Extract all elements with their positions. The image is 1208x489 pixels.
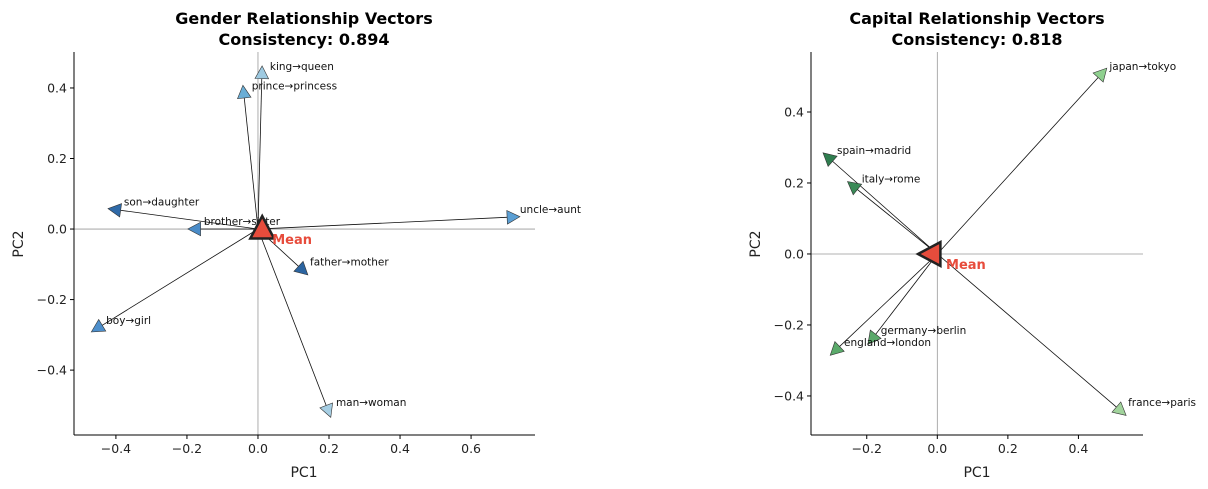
x-tick-label: 0.0 <box>248 441 268 456</box>
y-tick-label: −0.2 <box>774 317 804 332</box>
vector-arrowhead <box>829 341 845 356</box>
vector-arrowhead <box>847 181 863 196</box>
x-axis-label: PC1 <box>290 465 317 481</box>
vector-arrowhead <box>1092 67 1108 83</box>
y-axis-label: PC2 <box>11 230 27 257</box>
x-axis-label: PC1 <box>963 465 990 481</box>
mean-label: Mean <box>946 258 986 273</box>
gender-chart: Gender Relationship Vectors Consistency:… <box>11 9 581 481</box>
vector-arrowhead <box>293 260 309 276</box>
x-tick-label: −0.2 <box>852 441 882 456</box>
y-axis-label: PC2 <box>748 230 764 257</box>
vector-line <box>835 253 938 351</box>
chart-subtitle: Consistency: 0.894 <box>218 30 389 49</box>
y-tick-label: 0.0 <box>784 246 804 261</box>
vector-line <box>828 157 938 255</box>
y-tick-label: −0.4 <box>37 363 67 378</box>
vector-arrowhead <box>867 329 882 345</box>
vector-label: boy→girl <box>106 315 151 327</box>
vector-label: father→mother <box>310 257 389 269</box>
vector-arrowhead <box>1111 401 1127 416</box>
mean-arrowhead <box>248 213 277 240</box>
vector-arrowhead <box>107 203 122 218</box>
vector-label: japan→tokyo <box>1108 61 1176 73</box>
chart-subtitle: Consistency: 0.818 <box>891 30 1062 49</box>
y-tick-label: 0.4 <box>784 104 804 119</box>
vector-label: italy→rome <box>862 174 921 186</box>
vector-label: man→woman <box>336 397 406 409</box>
vector-line <box>257 228 329 411</box>
vector-line <box>937 73 1102 255</box>
vector-arrowhead <box>319 402 333 418</box>
chart-title: Gender Relationship Vectors <box>175 9 432 28</box>
vector-arrowhead <box>90 318 107 333</box>
x-tick-label: 0.4 <box>390 441 410 456</box>
y-tick-label: 0.0 <box>47 222 67 237</box>
vector-line <box>853 186 938 255</box>
y-tick-label: 0.2 <box>784 175 804 190</box>
y-tick-label: −0.2 <box>37 292 67 307</box>
y-tick-label: 0.4 <box>47 80 67 95</box>
vector-label: england→london <box>844 337 931 349</box>
mean-label: Mean <box>272 233 312 248</box>
x-tick-label: −0.2 <box>172 441 202 456</box>
vector-arrowhead <box>506 210 521 225</box>
y-tick-label: 0.2 <box>47 151 67 166</box>
mean-arrowhead <box>915 240 942 268</box>
vector-label: brother→sister <box>204 216 281 228</box>
vector-line <box>937 253 1121 411</box>
vector-line <box>115 209 259 230</box>
vector-arrowhead <box>187 221 201 237</box>
vector-label: france→paris <box>1128 397 1196 409</box>
vector-label: spain→madrid <box>837 145 911 157</box>
x-tick-label: −0.4 <box>101 441 131 456</box>
vector-label: uncle→aunt <box>520 204 581 216</box>
vector-arrowhead <box>822 152 838 167</box>
vector-label: king→queen <box>270 61 334 73</box>
vector-arrowhead <box>237 84 252 100</box>
vector-line <box>257 216 512 230</box>
vector-line <box>257 73 263 230</box>
vector-label: son→daughter <box>124 197 200 209</box>
vector-line <box>872 253 938 339</box>
x-tick-label: 0.2 <box>319 441 339 456</box>
x-tick-label: 0.0 <box>927 441 947 456</box>
vector-arrowhead <box>254 65 270 80</box>
y-tick-label: −0.4 <box>774 388 804 403</box>
x-tick-label: 0.2 <box>998 441 1018 456</box>
vector-label: prince→princess <box>252 80 337 92</box>
chart-title: Capital Relationship Vectors <box>849 9 1104 28</box>
x-tick-label: 0.6 <box>461 441 481 456</box>
vector-line <box>243 93 259 230</box>
capital-chart: Capital Relationship Vectors Consistency… <box>748 9 1196 481</box>
x-tick-label: 0.4 <box>1068 441 1088 456</box>
vector-line <box>97 228 259 329</box>
vector-label: germany→berlin <box>881 325 967 337</box>
